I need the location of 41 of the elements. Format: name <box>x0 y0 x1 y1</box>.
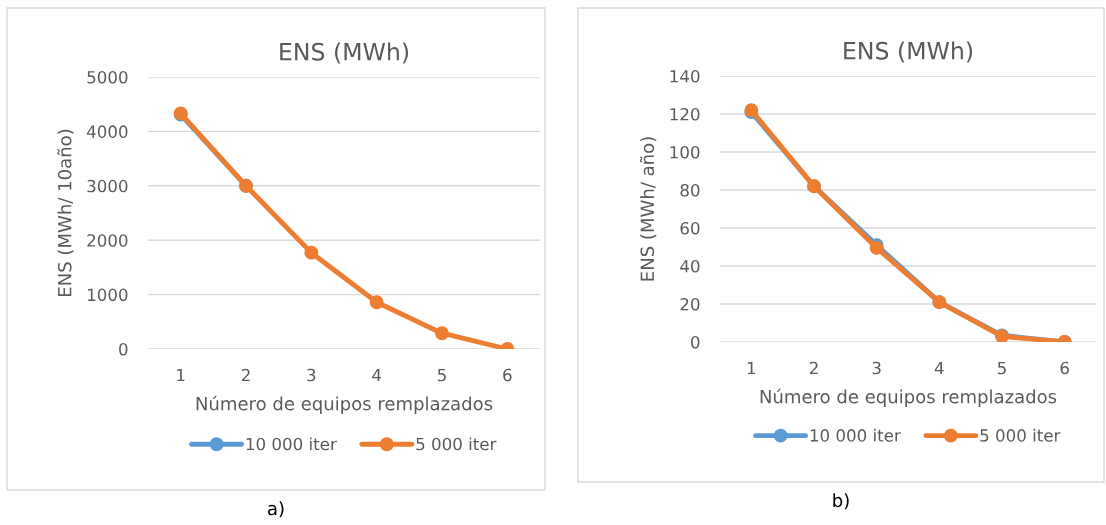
y-axis-title: ENS (MWh/ 10año) <box>57 129 74 296</box>
y-tick-label: 40 <box>680 259 700 273</box>
y-tick-label: 2000 <box>87 234 128 247</box>
point <box>369 295 384 310</box>
x-tick-label: 2 <box>241 368 250 382</box>
y-tick-label: 100 <box>670 145 700 159</box>
y-tick-label: 80 <box>680 183 700 197</box>
x-tick-label: 2 <box>809 361 818 375</box>
text: b) <box>833 493 849 510</box>
legend-label: 10 000 iter <box>246 437 337 451</box>
point <box>304 245 319 260</box>
y-tick-label: 1000 <box>87 288 128 302</box>
legend-label: 5 000 iter <box>416 437 497 451</box>
y-axis-title: ENS (MWh/ año) <box>639 137 657 281</box>
x-tick-label: 4 <box>934 361 944 375</box>
x-tick-label: 5 <box>997 361 1006 375</box>
y-tick-label: 0 <box>691 335 700 349</box>
text: a) <box>268 501 284 518</box>
x-tick-label: 3 <box>872 361 881 375</box>
y-tick-label: 60 <box>680 221 700 235</box>
chart-title: ENS (MWh) <box>844 41 973 63</box>
point <box>435 326 449 341</box>
x-tick-label: 4 <box>372 368 382 382</box>
x-tick-label: 5 <box>437 368 446 382</box>
y-tick-label: 3000 <box>87 179 128 193</box>
x-tick-label: 6 <box>503 368 512 382</box>
x-tick-label: 3 <box>307 368 316 382</box>
chart-title: ENS (MWh) <box>280 42 409 64</box>
y-tick-label: 120 <box>670 107 700 121</box>
x-tick-label: 1 <box>747 361 756 375</box>
x-tick-label: 1 <box>177 368 185 382</box>
y-tick-label: 5000 <box>87 70 128 84</box>
x-tick-label: 6 <box>1060 361 1069 375</box>
x-axis-title: Número de equipos remplazados <box>760 388 1057 407</box>
y-tick-label: 20 <box>680 297 700 311</box>
y-tick-label: 0 <box>119 342 128 356</box>
legend-label: 5 000 iter <box>980 428 1061 442</box>
y-tick-label: 140 <box>670 69 700 83</box>
x-axis-title: Número de equipos remplazados <box>196 395 493 414</box>
y-tick-label: 4000 <box>86 125 128 138</box>
legend-label: 10 000 iter <box>810 428 901 442</box>
